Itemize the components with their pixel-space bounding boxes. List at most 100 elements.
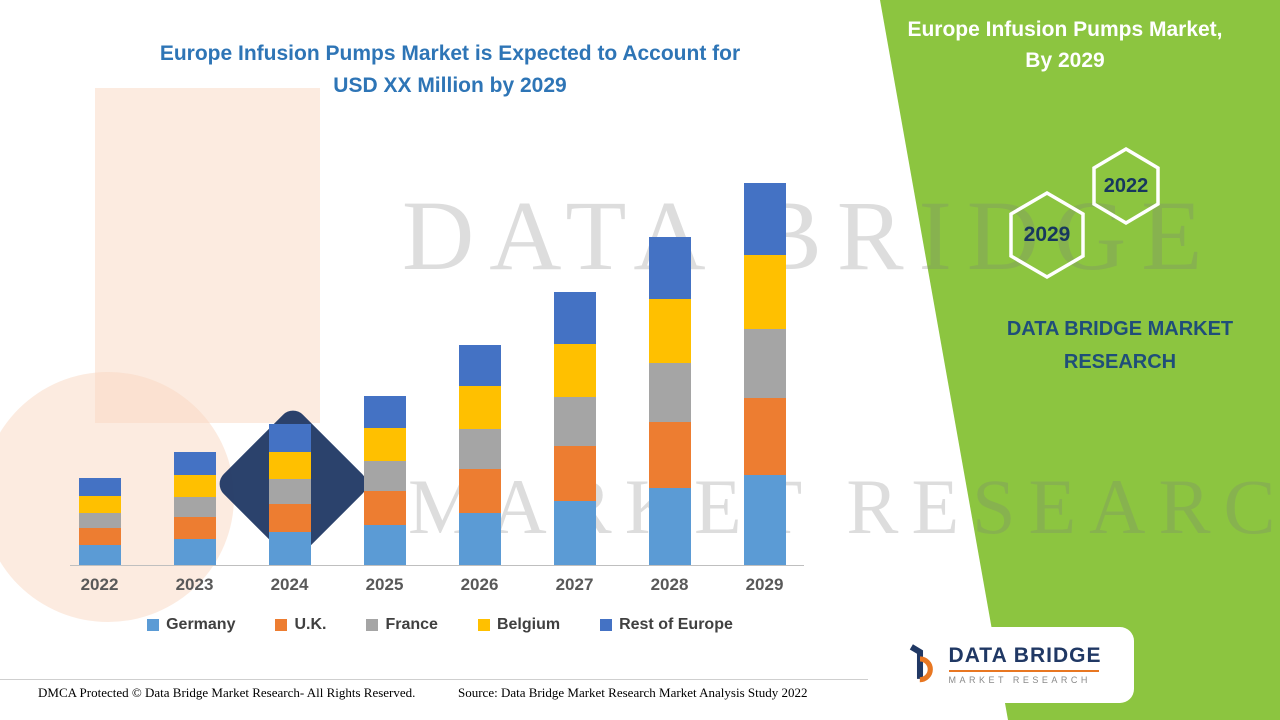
bar-segment-belgium	[458, 386, 501, 429]
bar-segment-belgium	[648, 299, 691, 363]
legend-label: Rest of Europe	[619, 616, 733, 633]
company-logo-rule	[948, 670, 1099, 672]
bar-column-2028	[622, 175, 717, 565]
bar-segment-rest-of-europe	[78, 478, 121, 496]
company-logo-wordmark: DATA BRIDGE MARKET RESEARCH	[948, 645, 1102, 685]
bar-column-2029	[717, 175, 812, 565]
x-axis-label-2027: 2027	[555, 575, 594, 594]
bar-segment-france	[363, 461, 406, 491]
bar-segment-germany	[553, 501, 596, 565]
legend-item-u-k-: U.K.	[275, 616, 326, 634]
bar-segment-germany	[268, 532, 311, 565]
bar-segment-u-k-	[743, 398, 786, 475]
hexagon-year-label: 2022	[1103, 174, 1149, 197]
side-panel-title-line2: By 2029	[1025, 49, 1105, 72]
bar-chart-plot-area	[52, 175, 812, 565]
hexagon-outline-icon	[1009, 190, 1085, 280]
bar-segment-germany	[458, 513, 501, 565]
bar-segment-rest-of-europe	[458, 345, 501, 386]
bar-segment-germany	[78, 545, 121, 565]
bar-stack	[268, 424, 311, 565]
side-panel-brand-line1: DATA BRIDGE MARKET	[1006, 318, 1234, 340]
footer-source-text: Source: Data Bridge Market Research Mark…	[458, 685, 808, 700]
bar-segment-u-k-	[78, 528, 121, 545]
legend-item-belgium: Belgium	[477, 616, 561, 634]
footer-divider	[0, 679, 1000, 680]
bar-segment-germany	[743, 475, 786, 565]
bar-segment-belgium	[78, 496, 121, 513]
watermark-logo-slab	[95, 88, 320, 423]
bar-column-2026	[432, 175, 527, 565]
x-axis-label-2026: 2026	[460, 575, 499, 594]
chart-title-line2: USD XX Million by 2029	[333, 74, 567, 97]
bar-segment-rest-of-europe	[648, 237, 691, 299]
legend-label: Germany	[166, 616, 236, 633]
chart-title-line1: Europe Infusion Pumps Market is Expected…	[159, 42, 741, 65]
bar-stack	[743, 183, 786, 565]
bar-segment-france	[648, 363, 691, 422]
bar-segment-france	[553, 397, 596, 446]
bar-column-2027	[527, 175, 622, 565]
bar-stack	[363, 396, 406, 565]
legend-swatch-icon	[477, 619, 490, 631]
legend-label: U.K.	[294, 616, 327, 633]
data-bridge-logo-icon	[909, 644, 933, 683]
side-panel-title: Europe Infusion Pumps Market, By 2029	[880, 14, 1250, 76]
bar-segment-u-k-	[173, 517, 216, 539]
legend-swatch-icon	[275, 619, 288, 631]
company-logo-box: DATA BRIDGE MARKET RESEARCH	[868, 627, 1134, 703]
x-axis-labels: 2022 2023 2024 2025 2026 2027 2028 2029	[52, 575, 812, 595]
bar-segment-rest-of-europe	[743, 183, 786, 255]
bar-segment-germany	[363, 525, 406, 565]
bar-segment-france	[458, 429, 501, 469]
bar-segment-u-k-	[458, 469, 501, 513]
bar-stack	[458, 345, 501, 565]
x-axis-label-2022: 2022	[80, 575, 119, 594]
company-logo-subtitle: MARKET RESEARCH	[948, 675, 1091, 685]
x-axis-line	[70, 565, 804, 566]
side-panel-brand: DATA BRIDGE MARKET RESEARCH	[950, 313, 1280, 379]
legend-swatch-icon	[366, 619, 379, 631]
bar-segment-germany	[648, 488, 691, 565]
bar-segment-france	[743, 329, 786, 398]
bar-segment-belgium	[363, 428, 406, 461]
chart-legend: Germany U.K. France Belgium Rest of Europe	[60, 616, 820, 634]
chart-title: Europe Infusion Pumps Market is Expected…	[90, 38, 810, 102]
hexagon-badge-2029: 2029	[1006, 190, 1088, 280]
bar-segment-u-k-	[648, 422, 691, 488]
bar-segment-u-k-	[363, 491, 406, 525]
footer-dmca-text: DMCA Protected © Data Bridge Market Rese…	[38, 685, 416, 700]
bar-segment-rest-of-europe	[268, 424, 311, 452]
bar-stack	[173, 452, 216, 565]
bar-segment-france	[173, 497, 216, 517]
bar-segment-belgium	[268, 452, 311, 479]
side-panel-title-line1: Europe Infusion Pumps Market,	[907, 18, 1223, 41]
bar-segment-belgium	[173, 475, 216, 497]
bar-segment-germany	[173, 539, 216, 565]
x-axis-label-2028: 2028	[650, 575, 689, 594]
legend-item-rest-of-europe: Rest of Europe	[600, 616, 733, 634]
legend-item-france: France	[366, 616, 438, 634]
legend-swatch-icon	[147, 619, 160, 631]
legend-item-germany: Germany	[147, 616, 235, 634]
bar-segment-france	[78, 513, 121, 528]
hexagon-year-label: 2029	[1023, 223, 1071, 246]
bar-column-2023	[147, 175, 242, 565]
x-axis-label-2025: 2025	[365, 575, 404, 594]
bar-segment-rest-of-europe	[363, 396, 406, 428]
bar-segment-u-k-	[553, 446, 596, 501]
x-axis-label-2023: 2023	[175, 575, 214, 594]
legend-label: Belgium	[496, 616, 561, 633]
side-panel-brand-line2: RESEARCH	[1063, 351, 1177, 373]
legend-label: France	[385, 616, 438, 633]
bar-segment-belgium	[743, 255, 786, 329]
bar-segment-u-k-	[268, 504, 311, 532]
bar-column-2024	[242, 175, 337, 565]
bar-segment-rest-of-europe	[553, 292, 596, 344]
bar-stack	[78, 478, 121, 565]
bar-segment-france	[268, 479, 311, 504]
x-axis-label-2029: 2029	[745, 575, 784, 594]
bar-stack	[553, 292, 596, 565]
x-axis-label-2024: 2024	[270, 575, 309, 594]
